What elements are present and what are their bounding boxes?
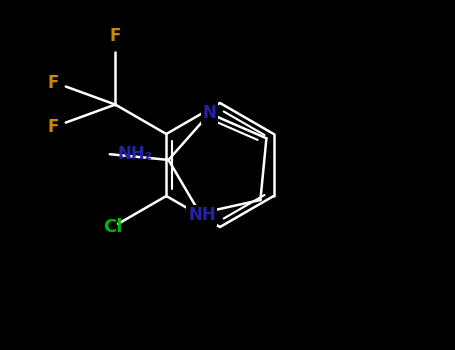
Text: F: F: [47, 74, 59, 92]
Text: Cl: Cl: [103, 218, 122, 236]
Text: N: N: [202, 105, 217, 122]
Text: F: F: [110, 27, 121, 45]
Text: NH: NH: [188, 206, 216, 224]
Text: NH₂: NH₂: [118, 145, 153, 163]
Text: F: F: [47, 118, 59, 135]
